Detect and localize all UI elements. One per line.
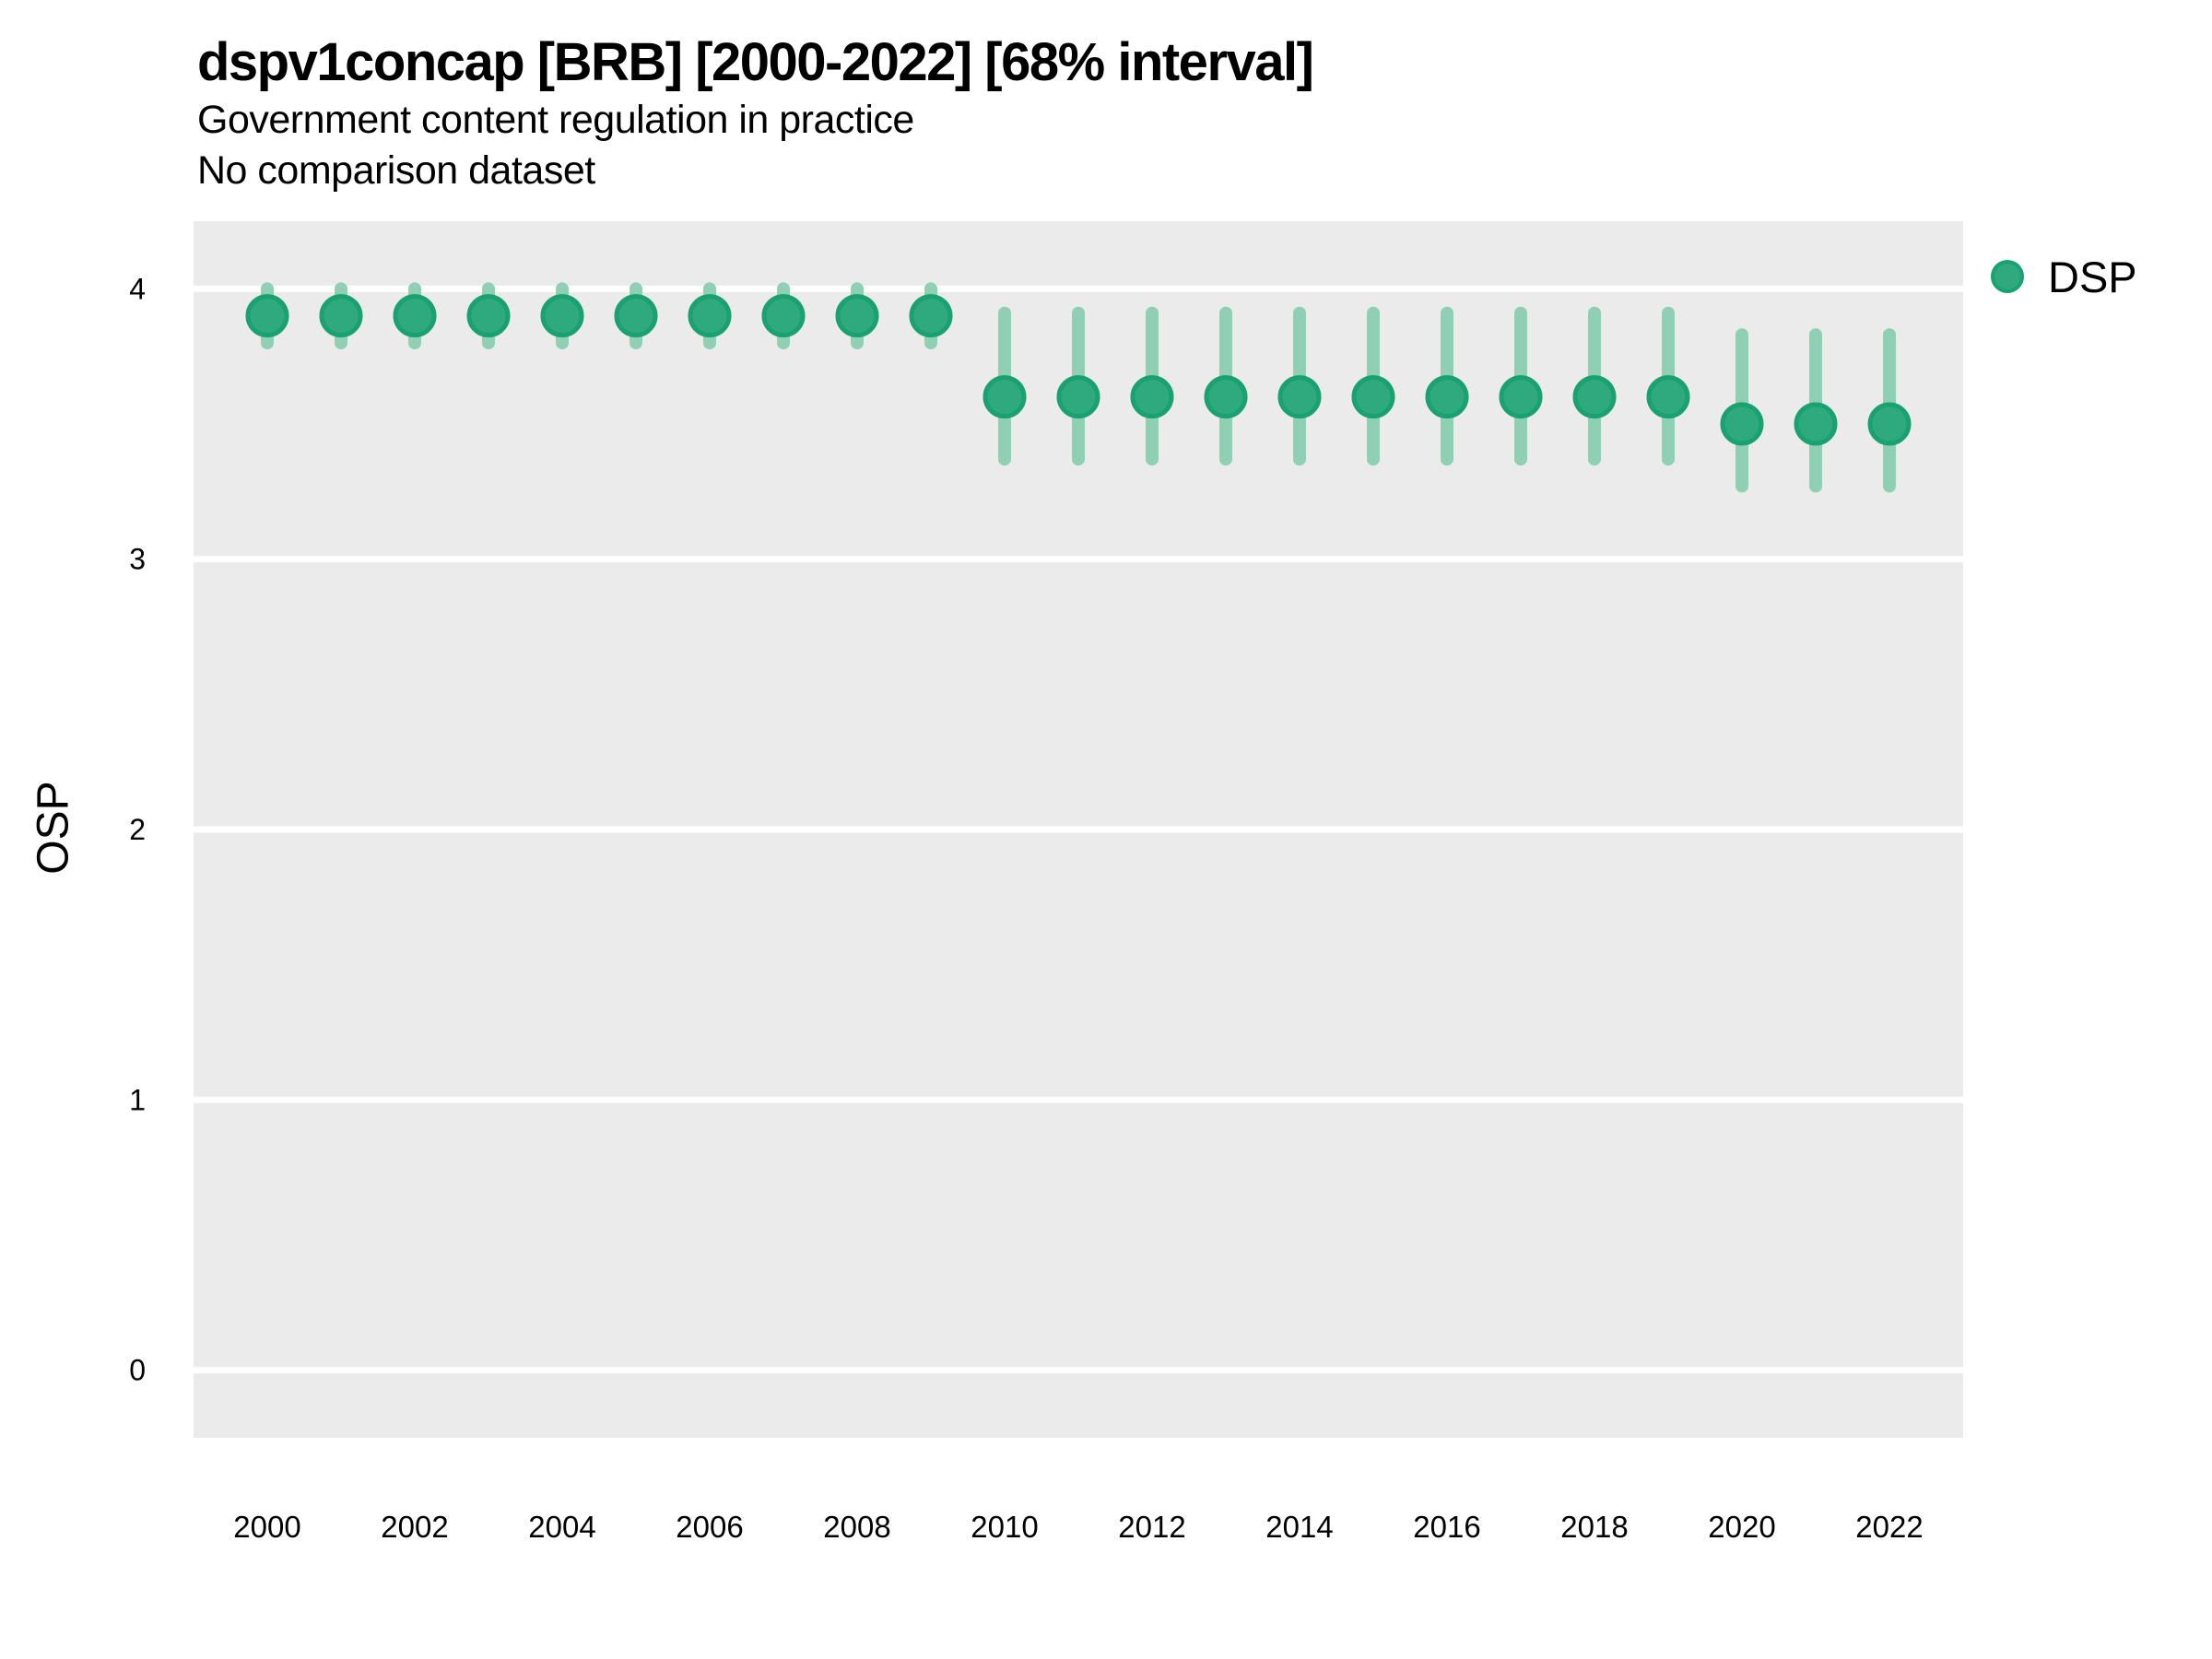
data-point <box>1499 375 1543 419</box>
data-point <box>982 375 1027 419</box>
data-point <box>319 294 363 338</box>
data-point <box>1351 375 1395 419</box>
x-tick-label: 2000 <box>233 1510 300 1544</box>
y-tick-label: 3 <box>129 543 146 576</box>
data-point <box>1056 375 1100 419</box>
data-point <box>1277 375 1322 419</box>
x-tick-label: 2010 <box>971 1510 1038 1544</box>
y-tick-label: 4 <box>129 272 146 305</box>
y-tick-label: 0 <box>129 1354 146 1387</box>
x-tick-label: 2006 <box>676 1510 743 1544</box>
x-tick-label: 2018 <box>1560 1510 1628 1544</box>
legend: DSP <box>1991 249 2137 304</box>
data-point <box>1720 402 1764 446</box>
data-point <box>1204 375 1248 419</box>
chart-title: dspv1concap [BRB] [2000-2022] [68% inter… <box>197 32 1314 92</box>
data-point <box>761 294 806 338</box>
x-tick-label: 2008 <box>823 1510 890 1544</box>
data-point <box>245 294 289 338</box>
legend-label: DSP <box>2048 252 2137 301</box>
data-point <box>1794 402 1838 446</box>
data-point <box>466 294 511 338</box>
y-tick-label: 2 <box>129 813 146 846</box>
comparison-note: No comparison dataset <box>197 148 595 193</box>
data-point <box>1425 375 1469 419</box>
data-point <box>1572 375 1617 419</box>
data-point <box>1867 402 1912 446</box>
x-tick-label: 2002 <box>381 1510 448 1544</box>
data-point <box>688 294 732 338</box>
x-tick-label: 2022 <box>1855 1510 1923 1544</box>
chart-subtitle: Government content regulation in practic… <box>197 98 914 142</box>
data-point <box>540 294 584 338</box>
y-tick-label: 1 <box>129 1083 146 1116</box>
data-point <box>614 294 658 338</box>
data-point <box>393 294 437 338</box>
x-tick-label: 2004 <box>528 1510 595 1544</box>
data-point <box>835 294 879 338</box>
x-tick-label: 2012 <box>1118 1510 1185 1544</box>
data-point <box>1646 375 1690 419</box>
legend-point-icon <box>1991 260 2024 293</box>
x-tick-label: 2014 <box>1265 1510 1333 1544</box>
x-tick-label: 2016 <box>1413 1510 1480 1544</box>
data-point <box>909 294 953 338</box>
x-tick-label: 2020 <box>1708 1510 1775 1544</box>
data-point <box>1130 375 1174 419</box>
